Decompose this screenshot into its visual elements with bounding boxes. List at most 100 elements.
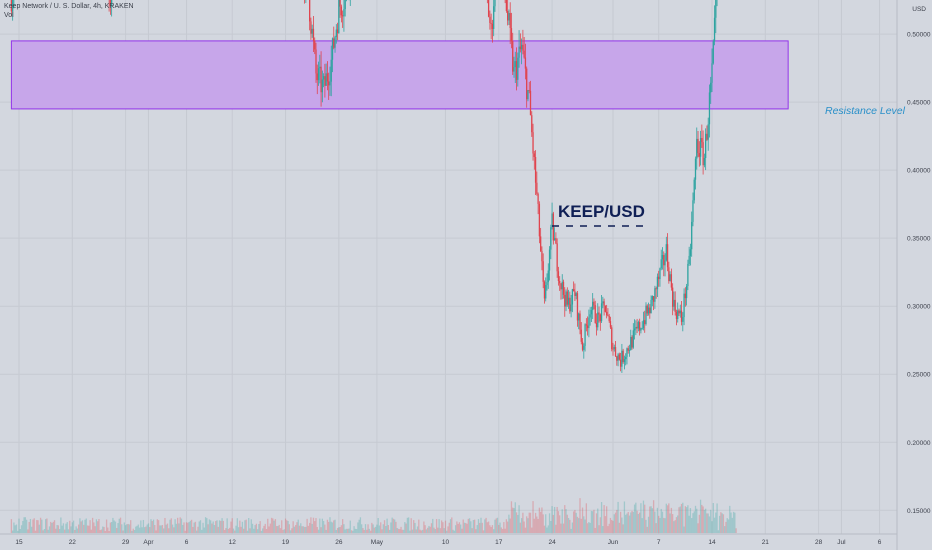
volume-bar xyxy=(198,521,200,533)
candle xyxy=(646,305,648,314)
volume-bar xyxy=(121,524,123,533)
volume-bar xyxy=(331,522,334,533)
volume-bar xyxy=(190,519,193,533)
volume-bar xyxy=(540,511,542,533)
volume-bar xyxy=(395,521,397,533)
volume-bar xyxy=(611,519,613,533)
volume-bar xyxy=(565,509,567,533)
candle xyxy=(312,28,315,41)
candle xyxy=(664,260,666,266)
volume-bar xyxy=(178,523,180,533)
volume-bar xyxy=(90,529,92,533)
volume-bar xyxy=(173,527,175,533)
volume-bar xyxy=(307,525,310,533)
volume-bar xyxy=(682,502,684,533)
candle xyxy=(342,15,344,17)
volume-bar xyxy=(218,520,221,533)
volume-bar xyxy=(149,527,151,533)
volume-bar xyxy=(541,507,543,533)
volume-bar xyxy=(268,526,270,533)
volume-bar xyxy=(377,518,379,533)
price-tick-label: 0.25000 xyxy=(907,372,931,379)
volume-bar xyxy=(277,525,279,533)
volume-bar xyxy=(727,519,730,533)
candle xyxy=(564,294,566,307)
volume-bar xyxy=(52,521,54,533)
volume-bar xyxy=(348,528,350,533)
candle xyxy=(678,310,680,314)
volume-bar xyxy=(222,520,224,533)
volume-bar xyxy=(462,519,464,533)
volume-bar xyxy=(213,525,216,533)
volume-bar xyxy=(28,521,30,533)
candle xyxy=(696,138,698,159)
volume-bar xyxy=(491,525,494,533)
volume-bar xyxy=(586,523,589,533)
volume-bar xyxy=(672,514,674,533)
volume-bar xyxy=(66,522,68,533)
volume-bar xyxy=(128,524,131,533)
volume-bar xyxy=(434,529,436,533)
volume-bar xyxy=(628,515,631,533)
volume-bar xyxy=(156,519,158,533)
volume-bar xyxy=(692,513,694,533)
volume-bar xyxy=(97,521,99,533)
volume-bar xyxy=(34,530,37,533)
candle xyxy=(553,238,556,241)
candle xyxy=(626,348,628,357)
candle xyxy=(607,315,609,317)
volume-bar xyxy=(344,529,346,533)
volume-bar xyxy=(432,518,434,533)
volume-bar xyxy=(630,512,632,533)
volume-bar xyxy=(80,521,82,533)
candle xyxy=(339,0,341,7)
candle xyxy=(576,293,579,321)
volume-bar xyxy=(428,525,430,533)
volume-bar xyxy=(515,512,518,533)
volume-bar xyxy=(698,514,700,533)
volume-bar xyxy=(623,501,626,533)
volume-bar xyxy=(339,526,341,533)
volume-bar xyxy=(640,503,642,533)
volume-bar xyxy=(438,519,440,533)
volume-bar xyxy=(206,518,208,533)
candle xyxy=(12,0,14,12)
volume-bar xyxy=(532,501,534,533)
candle xyxy=(677,310,679,320)
candle xyxy=(683,293,685,318)
candle xyxy=(326,73,329,82)
candle xyxy=(309,0,311,22)
volume-bar xyxy=(439,528,442,533)
volume-bar xyxy=(57,525,59,533)
volume-bar xyxy=(500,527,502,533)
candle xyxy=(510,28,513,42)
volume-bar xyxy=(157,520,160,533)
candle xyxy=(672,287,674,307)
candle xyxy=(682,317,684,322)
volume-bar xyxy=(210,520,212,533)
volume-bar xyxy=(691,518,693,533)
volume-bar xyxy=(585,503,587,533)
candle xyxy=(635,326,637,329)
volume-bar xyxy=(490,526,492,533)
volume-bar xyxy=(519,522,521,533)
candle xyxy=(541,250,543,262)
volume-bar xyxy=(64,529,66,533)
volume-bar xyxy=(635,502,637,533)
time-tick-label: 26 xyxy=(335,539,343,546)
volume-bar xyxy=(155,530,157,533)
volume-bar xyxy=(531,527,533,533)
volume-bar xyxy=(127,523,129,533)
candle xyxy=(546,282,548,286)
volume-bar xyxy=(373,527,376,533)
candle xyxy=(565,291,567,307)
volume-bar xyxy=(372,524,374,533)
volume-bar xyxy=(493,529,495,533)
volume-bar xyxy=(25,519,28,533)
candle xyxy=(508,13,510,21)
volume-bar xyxy=(254,525,256,533)
candle xyxy=(310,21,312,34)
volume-bar xyxy=(165,524,167,533)
volume-bar xyxy=(448,522,450,533)
